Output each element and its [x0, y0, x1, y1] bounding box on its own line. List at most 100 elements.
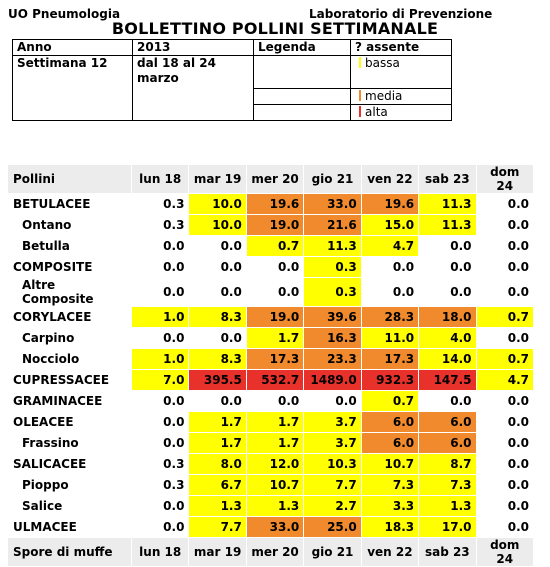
table-row: Betulla 0.0 0.0 0.7 11.3 4.7 0.0 0.0: [8, 236, 533, 256]
pollen-value: 19.0: [246, 307, 304, 327]
legend-alta: alta: [350, 104, 452, 121]
pollen-value: 0.0: [419, 257, 476, 277]
table-row: Salice 0.0 1.3 1.3 2.7 3.3 1.3 0.0: [8, 496, 533, 516]
pollen-value: 7.3: [361, 475, 419, 495]
pollen-value: 7.7: [189, 517, 246, 537]
pollen-value: 33.0: [246, 517, 304, 537]
pollen-value: 10.0: [189, 194, 246, 214]
pollen-value: 14.0: [419, 349, 476, 369]
table-row: COMPOSITE 0.0 0.0 0.0 0.3 0.0 0.0 0.0: [8, 257, 533, 277]
pollen-value: 1.0: [132, 349, 189, 369]
table-row: OLEACEE 0.0 1.7 1.7 3.7 6.0 6.0 0.0: [8, 412, 533, 432]
pollen-value: 8.3: [189, 349, 246, 369]
pollini-header: Pollini: [8, 165, 131, 193]
pollen-value: 0.0: [476, 236, 533, 256]
pollen-value: 147.5: [419, 370, 476, 390]
lab-name: Laboratorio di Prevenzione: [309, 7, 493, 21]
day-header: ven 22: [361, 165, 419, 193]
pollen-value: 0.0: [189, 236, 246, 256]
legend-label-alta: alta: [365, 105, 388, 119]
pollen-name: CUPRESSACEE: [8, 370, 131, 390]
pollen-value: 6.0: [361, 433, 419, 453]
day-header: mer 20: [246, 165, 304, 193]
day-footer: mar 19: [189, 538, 246, 566]
pollen-value: 16.3: [304, 328, 361, 348]
pollen-value: 0.0: [304, 391, 361, 411]
pollen-value: 0.0: [189, 391, 246, 411]
pollen-value: 3.7: [304, 412, 361, 432]
pollen-value: 4.0: [419, 328, 476, 348]
pollen-value: 0.0: [132, 257, 189, 277]
spore-label: Spore di muffe: [8, 538, 131, 566]
pollen-name: SALICACEE: [8, 454, 131, 474]
pollen-value: 0.3: [132, 454, 189, 474]
pollen-value: 0.7: [476, 349, 533, 369]
pollen-value: 6.7: [189, 475, 246, 495]
pollen-value: 0.0: [476, 475, 533, 495]
pollen-value: 8.7: [419, 454, 476, 474]
pollen-value: 17.3: [361, 349, 419, 369]
pollen-value: 6.0: [361, 412, 419, 432]
pollen-value: 0.0: [476, 215, 533, 235]
day-header: sab 23: [419, 165, 476, 193]
pollen-value: 0.0: [132, 412, 189, 432]
table-row: SALICACEE 0.3 8.0 12.0 10.3 10.7 8.7 0.0: [8, 454, 533, 474]
legend-blank-3: [253, 104, 351, 121]
pollen-value: 11.3: [304, 236, 361, 256]
pollen-value: 7.7: [304, 475, 361, 495]
legend-swatch-alta: [359, 106, 361, 117]
pollen-value: 0.3: [304, 278, 361, 306]
date-line-2: marzo: [137, 71, 179, 85]
pollen-value: 19.6: [361, 194, 419, 214]
pollen-value: 395.5: [189, 370, 246, 390]
pollen-value: 1.7: [189, 412, 246, 432]
pollen-value: 1.7: [246, 328, 304, 348]
pollen-value: 39.6: [304, 307, 361, 327]
pollen-value: 0.0: [246, 391, 304, 411]
day-footer: sab 23: [419, 538, 476, 566]
pollen-value: 0.0: [476, 412, 533, 432]
pollen-name: Ontano: [8, 215, 131, 235]
pollen-value: 0.0: [476, 278, 533, 306]
day-header: dom 24: [476, 165, 533, 193]
pollen-value: 6.0: [419, 412, 476, 432]
pollen-value: 1489.0: [304, 370, 361, 390]
pollen-value: 1.7: [246, 412, 304, 432]
table-row: CORYLACEE 1.0 8.3 19.0 39.6 28.3 18.0 0.7: [8, 307, 533, 327]
pollen-value: 0.0: [132, 236, 189, 256]
pollen-value: 0.0: [189, 257, 246, 277]
pollen-value: 33.0: [304, 194, 361, 214]
pollen-value: 0.0: [246, 257, 304, 277]
pollen-value: 10.7: [361, 454, 419, 474]
legend-swatch-media: [359, 90, 361, 101]
pollen-value: 8.3: [189, 307, 246, 327]
table-row: Frassino 0.0 1.7 1.7 3.7 6.0 6.0 0.0: [8, 433, 533, 453]
pollen-value: 0.0: [132, 278, 189, 306]
pollen-value: 21.6: [304, 215, 361, 235]
pollen-value: 0.0: [476, 496, 533, 516]
pollen-value: 6.0: [419, 433, 476, 453]
pollen-value: 0.0: [361, 278, 419, 306]
pollen-value: 0.0: [246, 278, 304, 306]
pollen-value: 1.3: [189, 496, 246, 516]
pollen-value: 0.0: [132, 496, 189, 516]
pollen-value: 4.7: [361, 236, 419, 256]
pollen-value: 0.3: [132, 194, 189, 214]
pollen-value: 4.7: [476, 370, 533, 390]
pollen-value: 0.0: [189, 278, 246, 306]
pollen-value: 1.3: [419, 496, 476, 516]
table-footer-row: Spore di muffe lun 18 mar 19 mer 20 gio 21 v…: [8, 538, 533, 566]
pollen-value: 0.0: [476, 454, 533, 474]
pollen-value: 0.0: [361, 257, 419, 277]
pollen-value: 12.0: [246, 454, 304, 474]
day-footer: dom 24: [476, 538, 533, 566]
unit-name: UO Pneumologia: [8, 7, 121, 21]
pollen-name: Salice: [8, 496, 131, 516]
pollen-value: 19.6: [246, 194, 304, 214]
table-row: Altre Composite 0.0 0.0 0.0 0.3 0.0 0.0 0.0: [8, 278, 533, 306]
pollen-value: 11.0: [361, 328, 419, 348]
pollen-name: Frassino: [8, 433, 131, 453]
pollen-value: 1.7: [246, 433, 304, 453]
legend-label-bassa: bassa: [365, 56, 400, 70]
pollen-value: 0.0: [476, 433, 533, 453]
